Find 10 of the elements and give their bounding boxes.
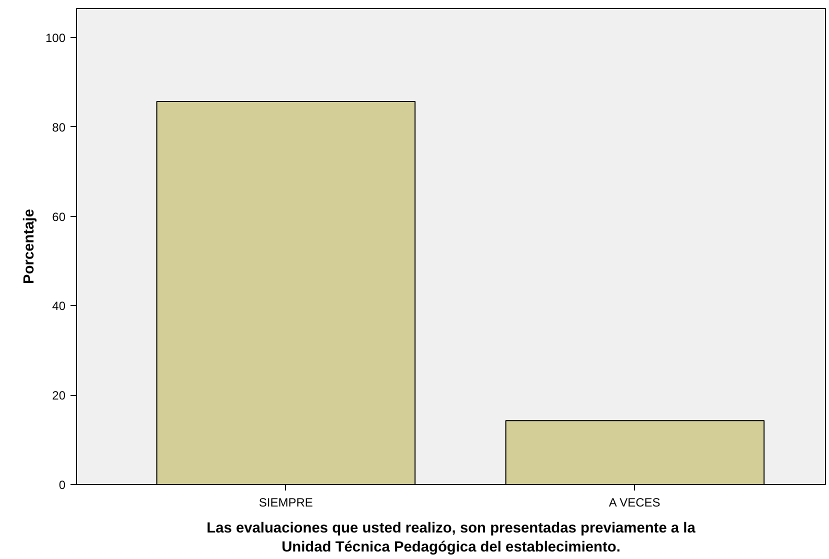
y-tick-label: 0	[58, 478, 66, 492]
y-tick-label: 60	[52, 210, 66, 224]
y-tick-label: 40	[52, 299, 66, 314]
y-tick-label: 80	[52, 120, 66, 134]
y-tick-label: 20	[52, 388, 66, 403]
x-tick-label: SIEMPRE	[258, 496, 313, 510]
x-tick-label: A VECES	[608, 496, 660, 510]
y-tick-label: 100	[45, 31, 66, 46]
y-axis-title: Porcentaje	[21, 209, 38, 284]
x-axis-title: Las evaluaciones que usted realizo, son presentadas previamente a la Unidad Técnica Pedagógica del establecimiento.	[206, 520, 696, 556]
